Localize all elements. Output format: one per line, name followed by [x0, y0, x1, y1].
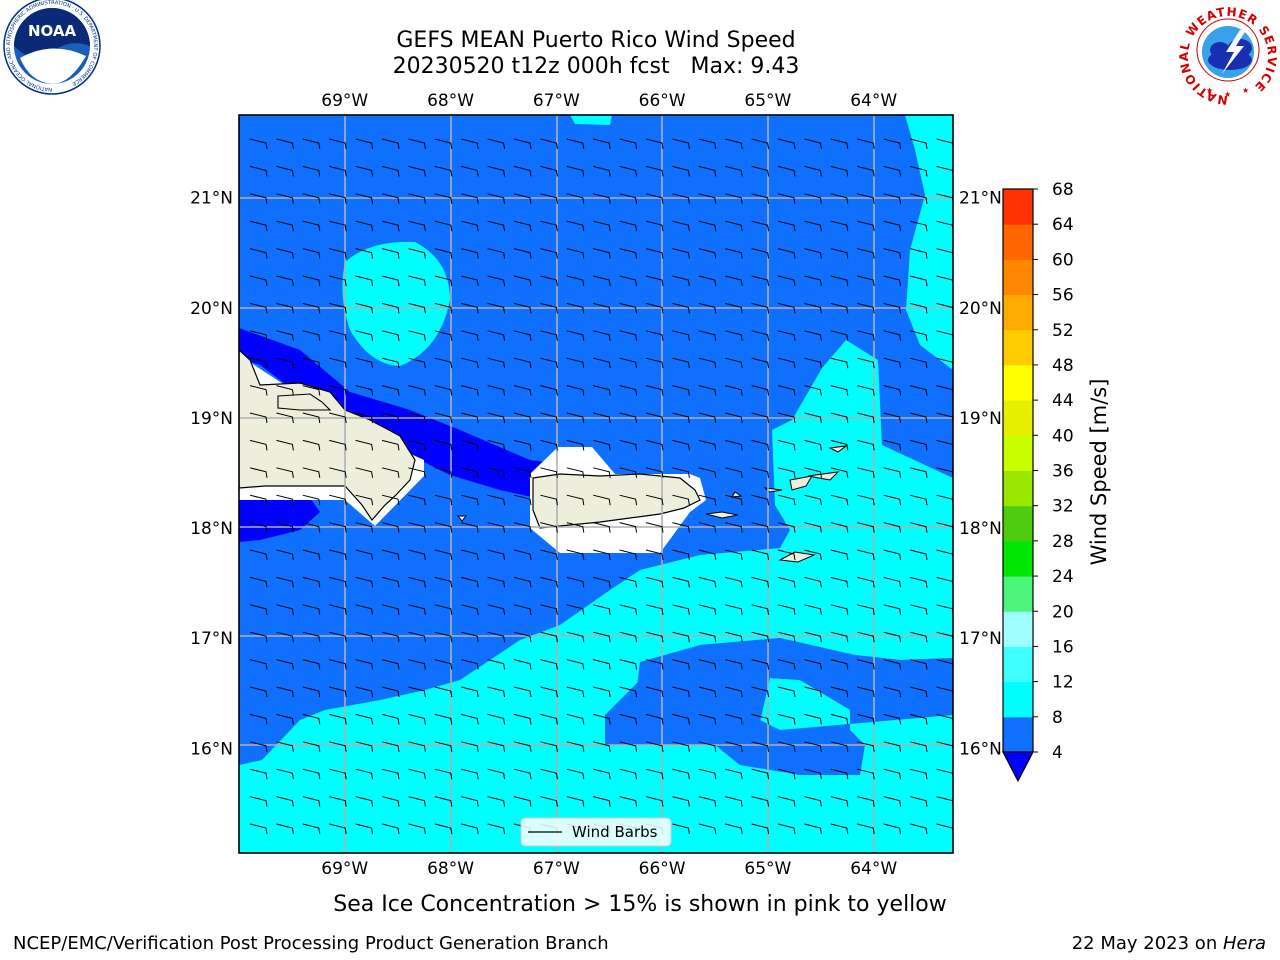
colorbar-tick-label: 8: [1052, 708, 1063, 728]
colorbar-segment: [1003, 646, 1033, 683]
colorbar-tick-label: 24: [1052, 567, 1074, 587]
credit-machine: Hera: [1222, 933, 1266, 954]
lon-label-bottom: 65°W: [744, 859, 791, 879]
lat-label-left: 17°N: [190, 629, 233, 649]
virgin-islands: [456, 445, 848, 563]
colorbar-tick-label: 48: [1052, 356, 1074, 376]
map-frame: [238, 114, 954, 854]
lat-label-right: 19°N: [959, 409, 1002, 429]
legend-label: Wind Barbs: [572, 823, 658, 841]
colorbar-segment: [1003, 540, 1033, 577]
lon-label-top: 69°W: [321, 91, 368, 111]
credit-date-text: 22 May 2023 on: [1071, 933, 1223, 954]
wind-barbs: [249, 138, 953, 835]
gridlines: [239, 115, 953, 853]
lon-label-top: 64°W: [850, 91, 897, 111]
lon-label-top: 67°W: [533, 91, 580, 111]
colorbar-segment: [1003, 224, 1033, 260]
colorbar-segment: [1003, 329, 1033, 366]
lat-label-left: 20°N: [190, 299, 233, 319]
chart-subtitle: 20230520 t12z 000h fcst Max: 9.43: [392, 54, 800, 79]
axis-labels: 69°W 69°W 68°W 68°W 67°W 67°W 66°W 66°W 65°W 65°W…: [190, 91, 1002, 879]
cyan-band-northeast: [905, 115, 953, 370]
lat-label-right: 16°N: [959, 739, 1002, 759]
noaa-logo-text: NOAA: [28, 22, 77, 40]
cyan-band-east: [239, 340, 953, 853]
colorbar-segment: [1003, 611, 1033, 647]
map-panel: Wind Barbs 69°W69°W68°W68°W67°W67°W66°W6…: [190, 91, 1002, 879]
lon-label-bottom: 67°W: [533, 859, 580, 879]
lat-label-right: 21°N: [959, 189, 1002, 209]
dark-blue-band-south: [239, 498, 320, 542]
colorbar-segment: [1003, 364, 1033, 401]
credit-date: 22 May 2023 on Hera: [1072, 933, 1266, 954]
colorbar-tick-label: 16: [1052, 637, 1074, 657]
colorbar-tick-label: 56: [1052, 286, 1074, 306]
colorbar-tick-label: 52: [1052, 321, 1074, 341]
colorbar-tick-label: 40: [1052, 426, 1074, 446]
colorbar-segment: [1003, 505, 1033, 542]
colorbar-segment: [1003, 470, 1033, 507]
lon-label-top: 65°W: [744, 91, 791, 111]
colorbar-tick-label: 32: [1052, 497, 1074, 517]
colorbar-tick-label: 20: [1052, 602, 1074, 622]
colorbar-tick-label: 4: [1052, 743, 1063, 763]
svg-text:★: ★: [1242, 86, 1249, 95]
colorbar-tick-label: 28: [1052, 532, 1074, 552]
cyan-band-north: [570, 115, 612, 125]
colorbar-segment: [1003, 259, 1033, 296]
colorbar-tick-label: 36: [1052, 462, 1074, 482]
lat-label-right: 17°N: [959, 629, 1002, 649]
colorbar-tick-label: 44: [1052, 391, 1074, 411]
noaa-logo: NOAA NATIONAL OCEANIC AND ATMOSPHERIC AD…: [3, 0, 101, 95]
sea-ice-caption: Sea Ice Concentration > 15% is shown in …: [333, 892, 947, 917]
lon-label-bottom: 64°W: [850, 859, 897, 879]
dark-blue-band: [239, 328, 545, 500]
lat-label-left: 21°N: [190, 189, 233, 209]
nws-logo: NATIONAL WEATHER SERVICE ★ ★ ★: [1177, 0, 1278, 107]
colorbar-label: Wind Speed [m/s]: [1087, 379, 1111, 566]
colorbar-extend-arrow: [1002, 751, 1034, 783]
lon-label-bottom: 69°W: [321, 859, 368, 879]
svg-text:★: ★: [1224, 90, 1231, 99]
colorbar-segment: [1003, 576, 1033, 612]
lon-label-bottom: 66°W: [639, 859, 686, 879]
colorbar-tick-label: 60: [1052, 250, 1074, 270]
lon-label-top: 66°W: [639, 91, 686, 111]
colorbar-tick-label: 64: [1052, 215, 1074, 235]
lat-label-right: 20°N: [959, 299, 1002, 319]
colorbar-tick-label: 12: [1052, 673, 1074, 693]
hispaniola-land: [239, 349, 416, 521]
lat-label-left: 19°N: [190, 409, 233, 429]
lat-label-right: 18°N: [959, 519, 1002, 539]
lat-label-left: 18°N: [190, 519, 233, 539]
svg-text:★: ★: [1206, 86, 1213, 95]
chart-title: GEFS MEAN Puerto Rico Wind Speed: [396, 28, 796, 53]
lon-label-top: 68°W: [427, 91, 474, 111]
colorbar-tick-label: 68: [1052, 180, 1074, 200]
hispaniola-north-coast: [277, 393, 332, 411]
colorbar-segment: [1003, 294, 1033, 331]
credit-branch: NCEP/EMC/Verification Post Processing Pr…: [13, 933, 609, 954]
blue-tongue-1: [630, 638, 953, 745]
colorbar-segment: [1003, 435, 1033, 471]
map-legend: Wind Barbs: [520, 817, 672, 847]
wind-barb-field: [249, 138, 953, 835]
colorbar-segment: [1003, 716, 1033, 753]
lon-label-bottom: 68°W: [427, 859, 474, 879]
colorbar-segment: [1003, 681, 1033, 718]
colorbar-segment: [1003, 189, 1033, 225]
colorbar-segment: [1003, 400, 1033, 436]
lat-label-left: 16°N: [190, 739, 233, 759]
